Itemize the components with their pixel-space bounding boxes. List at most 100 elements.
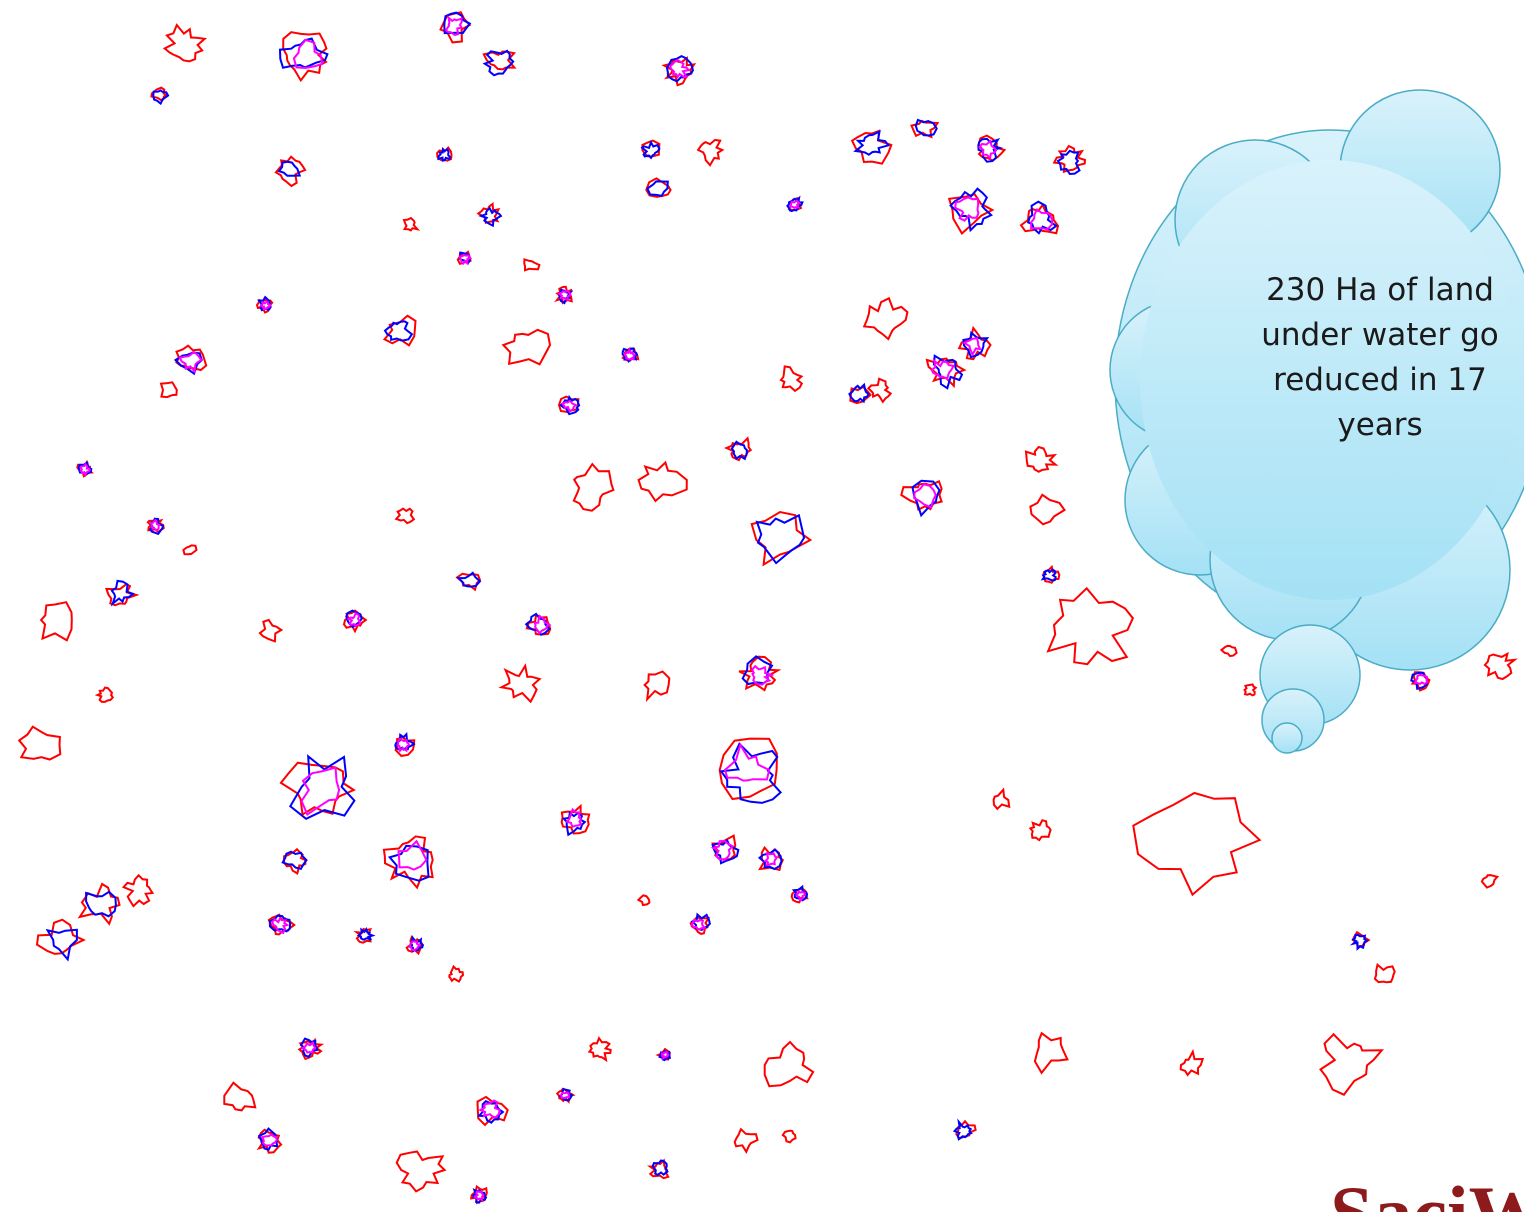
water-outline <box>913 483 937 509</box>
water-outline <box>278 37 329 69</box>
water-outline <box>1319 1032 1384 1096</box>
water-outline <box>260 1133 278 1147</box>
water-outline <box>1024 445 1059 473</box>
water-outline <box>848 382 870 404</box>
water-outline <box>643 670 671 703</box>
water-outline <box>394 507 416 525</box>
water-outline <box>623 347 636 361</box>
water-outline <box>560 803 591 835</box>
water-outline <box>458 253 473 266</box>
water-outline <box>555 1087 576 1104</box>
water-outline <box>271 917 290 935</box>
water-outline <box>651 1159 669 1176</box>
water-outline <box>1179 1048 1205 1077</box>
water-outline <box>478 1099 501 1120</box>
water-outline <box>962 337 982 357</box>
water-outline <box>1480 874 1500 889</box>
water-outline <box>781 1129 797 1144</box>
water-outline <box>763 1040 815 1088</box>
water-outline <box>274 155 307 188</box>
water-outline <box>524 612 551 636</box>
water-outline <box>439 11 472 44</box>
water-outline <box>292 38 324 70</box>
water-outline <box>1413 673 1429 686</box>
water-outline <box>178 350 203 375</box>
callout-text: years <box>1337 407 1422 443</box>
water-outline <box>1046 586 1135 666</box>
water-outline <box>277 160 302 177</box>
water-outline <box>501 328 552 366</box>
water-outline <box>110 579 136 607</box>
water-outline <box>723 742 771 782</box>
water-outline <box>408 935 425 952</box>
water-outline <box>281 850 308 871</box>
water-outline <box>77 461 93 475</box>
water-outline <box>977 139 998 161</box>
water-outline <box>696 138 725 167</box>
water-outline <box>786 195 804 213</box>
water-outline <box>853 129 891 156</box>
water-outline <box>396 737 411 753</box>
water-outline <box>710 839 735 861</box>
thought-bubble <box>1271 722 1303 754</box>
water-outline <box>719 742 783 804</box>
water-outline <box>268 914 292 933</box>
water-outline <box>779 365 804 393</box>
water-outline <box>862 296 909 341</box>
water-outline <box>866 377 893 404</box>
water-outline <box>949 187 993 233</box>
water-outline <box>640 140 661 160</box>
water-outline <box>77 882 121 926</box>
water-outline <box>498 663 542 704</box>
water-outline <box>152 89 170 106</box>
logo: SaciW <box>1330 1170 1524 1212</box>
water-outline <box>346 612 361 628</box>
water-outline <box>646 180 669 198</box>
water-outline <box>300 766 341 817</box>
water-outline <box>1483 651 1518 681</box>
water-outline <box>478 206 503 228</box>
water-outline <box>718 737 778 801</box>
water-outline <box>533 614 552 635</box>
water-outline <box>690 918 707 931</box>
water-outline <box>1033 1031 1069 1075</box>
water-outline <box>456 571 482 588</box>
water-outline <box>1056 149 1081 176</box>
water-outline <box>1243 683 1258 697</box>
water-outline <box>383 320 414 342</box>
water-outline <box>444 15 464 36</box>
water-outline <box>39 601 73 642</box>
callout-text: 230 Ha of land <box>1266 272 1494 308</box>
water-outline <box>751 664 775 686</box>
water-outline <box>755 513 806 565</box>
water-outline <box>408 940 421 952</box>
water-outline <box>587 1036 612 1063</box>
water-outline <box>1028 819 1052 842</box>
water-outline <box>301 1040 317 1054</box>
water-outline <box>763 852 779 867</box>
water-outline <box>402 216 421 232</box>
water-outline <box>258 300 272 311</box>
water-outline <box>757 848 783 871</box>
water-outline <box>636 894 651 907</box>
water-outline <box>443 11 472 35</box>
water-outline <box>448 964 465 983</box>
thought-cloud <box>1109 89 1524 754</box>
water-outline <box>561 399 578 413</box>
water-outline <box>655 1047 671 1061</box>
water-body-outlines <box>17 11 1518 1205</box>
water-outline <box>175 344 208 372</box>
water-outline <box>257 1127 279 1152</box>
water-outline <box>992 787 1011 811</box>
water-outline <box>182 544 198 556</box>
water-outline <box>645 177 672 198</box>
water-outline <box>223 1081 257 1112</box>
water-outline <box>523 258 541 272</box>
water-outline <box>733 1127 759 1154</box>
water-outline <box>1373 962 1396 984</box>
water-outline <box>572 462 615 512</box>
water-outline <box>1132 791 1262 897</box>
water-outline <box>952 1118 973 1141</box>
water-outline <box>669 58 691 79</box>
